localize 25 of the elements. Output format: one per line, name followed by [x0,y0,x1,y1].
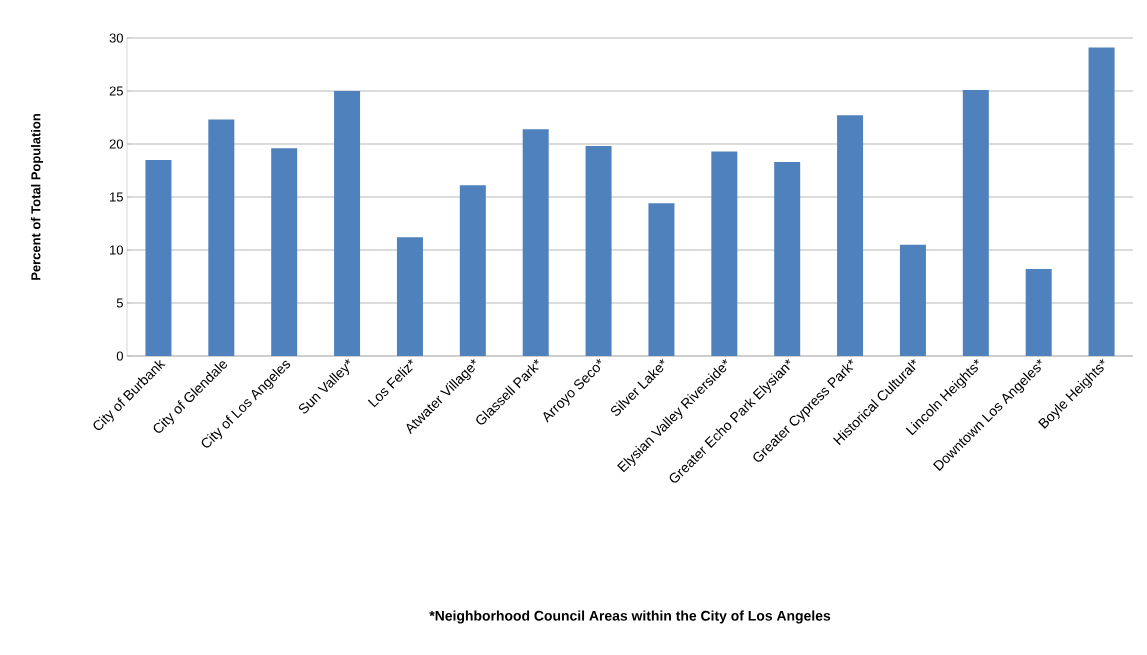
bar [899,244,926,356]
y-tick-label: 15 [110,192,123,202]
y-tick-label: 25 [109,86,123,96]
y-tick-label: 10 [110,245,123,255]
bar [334,90,361,356]
bar [459,185,486,356]
bar [396,237,423,356]
text: *Neighborhood Council Areas within the City of Los Angeles [429,610,831,624]
bar [145,159,172,356]
bar [774,162,801,356]
bar [962,89,989,356]
y-tick-label: 5 [116,298,123,308]
y-tick-label: 0 [116,351,123,361]
bar [585,146,612,356]
bar [1088,47,1115,356]
bar [648,203,675,356]
bar [711,151,738,356]
bar [522,129,549,356]
y-tick-label: 20 [109,139,123,149]
y-tick-label: 30 [109,33,123,43]
y-axis-title: Percent of Total Population [30,114,44,280]
bar [208,119,235,356]
bar [1025,269,1052,356]
bar [837,115,864,356]
bar [271,148,298,356]
